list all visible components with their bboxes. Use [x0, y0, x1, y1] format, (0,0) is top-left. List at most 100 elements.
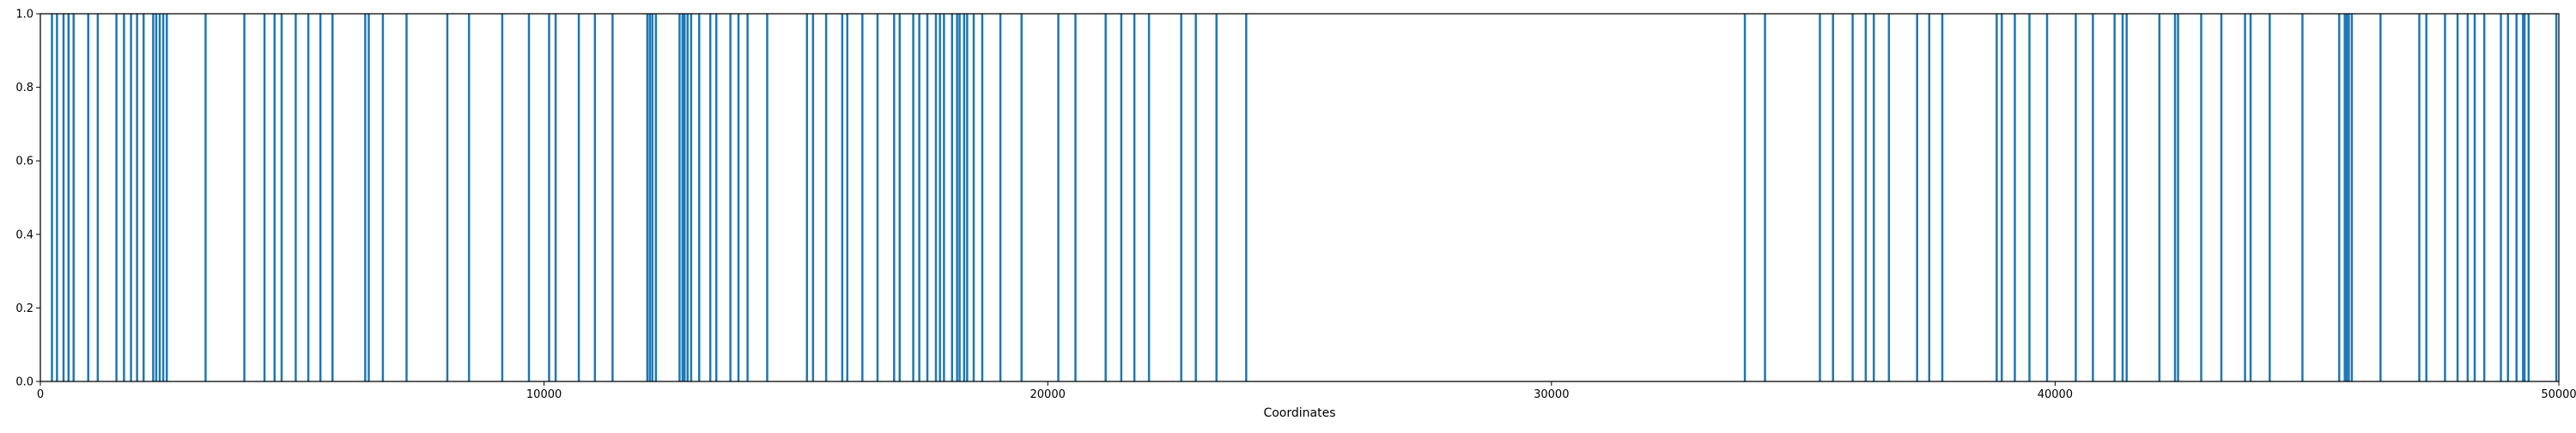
bar: [2523, 14, 2526, 381]
bar: [1851, 14, 1854, 381]
bar: [280, 14, 283, 381]
bar: [1819, 14, 1821, 381]
bar: [136, 14, 138, 381]
bar: [2337, 14, 2341, 381]
bar: [2466, 14, 2470, 381]
bar: [805, 14, 809, 381]
bar: [951, 14, 953, 381]
bar: [2028, 14, 2031, 381]
bar: [368, 14, 370, 381]
bar: [824, 14, 828, 381]
bar: [2220, 14, 2223, 381]
bar: [1057, 14, 1060, 381]
bar: [87, 14, 89, 381]
bar: [152, 14, 155, 381]
bar: [1147, 14, 1151, 381]
bar: [708, 14, 712, 381]
bar: [898, 14, 901, 381]
bar: [2425, 14, 2427, 381]
bar: [165, 14, 168, 381]
bar: [158, 14, 161, 381]
bar: [2092, 14, 2094, 381]
bar: [963, 14, 966, 381]
bar: [1104, 14, 1107, 381]
bar: [876, 14, 879, 381]
bar: [2522, 14, 2524, 381]
bar: [2348, 14, 2350, 381]
bar: [204, 14, 207, 381]
bar: [2555, 14, 2558, 381]
bar: [912, 14, 914, 381]
bar: [331, 14, 334, 381]
bar: [846, 14, 848, 381]
bar: [918, 14, 920, 381]
bar: [2000, 14, 2003, 381]
bar: [654, 14, 658, 381]
ticks-layer: 0 10000 20000 30000 40000 50000 0.0 0.2 0.4 0.6 0.…: [15, 9, 2576, 402]
bar: [956, 14, 958, 381]
bar: [67, 14, 70, 381]
bar: [1864, 14, 1868, 381]
bar: [319, 14, 322, 381]
bar: [686, 14, 690, 381]
y-tick-label: 0.2: [15, 302, 33, 315]
bar: [155, 14, 158, 381]
bar: [405, 14, 408, 381]
x-tick-label: 0: [37, 388, 44, 401]
bar: [2418, 14, 2421, 381]
bar: [1916, 14, 1918, 381]
bar: [295, 14, 297, 381]
bar: [2045, 14, 2049, 381]
y-tick-label: 0.6: [15, 156, 33, 168]
bar: [273, 14, 276, 381]
bar: [2113, 14, 2116, 381]
bar: [1120, 14, 1123, 381]
bar: [1245, 14, 1248, 381]
bar: [1872, 14, 1875, 381]
bar: [934, 14, 938, 381]
bar: [1928, 14, 1930, 381]
bar: [1941, 14, 1944, 381]
bar: [2456, 14, 2459, 381]
bar: [1133, 14, 1136, 381]
bar: [966, 14, 969, 381]
y-tick-label: 0.4: [15, 229, 33, 241]
x-axis-label: Coordinates: [1263, 406, 1335, 420]
bar: [651, 14, 653, 381]
bar: [2527, 14, 2530, 381]
bar: [2075, 14, 2077, 381]
y-tick-label: 0.0: [15, 376, 33, 389]
bar: [678, 14, 681, 381]
bar: [2350, 14, 2354, 381]
bar: [2158, 14, 2161, 381]
bar: [2515, 14, 2518, 381]
bar: [2173, 14, 2177, 381]
bar: [611, 14, 614, 381]
x-tick-label: 30000: [1534, 388, 1569, 401]
bars-layer: [51, 14, 2558, 381]
bar: [2444, 14, 2446, 381]
bar: [2301, 14, 2304, 381]
bar: [737, 14, 740, 381]
bar: [115, 14, 118, 381]
bar: [2473, 14, 2476, 381]
bar: [62, 14, 65, 381]
bar: [96, 14, 100, 381]
bar: [999, 14, 1002, 381]
bar: [893, 14, 896, 381]
bar: [2269, 14, 2271, 381]
bar: [683, 14, 686, 381]
x-tick-label: 20000: [1030, 388, 1066, 401]
bar: [2345, 14, 2348, 381]
bar: [972, 14, 975, 381]
bar: [981, 14, 984, 381]
bar: [958, 14, 961, 381]
bar: [364, 14, 367, 381]
bar: [1215, 14, 1218, 381]
bar: [926, 14, 929, 381]
bar: [2125, 14, 2128, 381]
bar: [1832, 14, 1834, 381]
x-tick-label: 50000: [2541, 388, 2576, 401]
